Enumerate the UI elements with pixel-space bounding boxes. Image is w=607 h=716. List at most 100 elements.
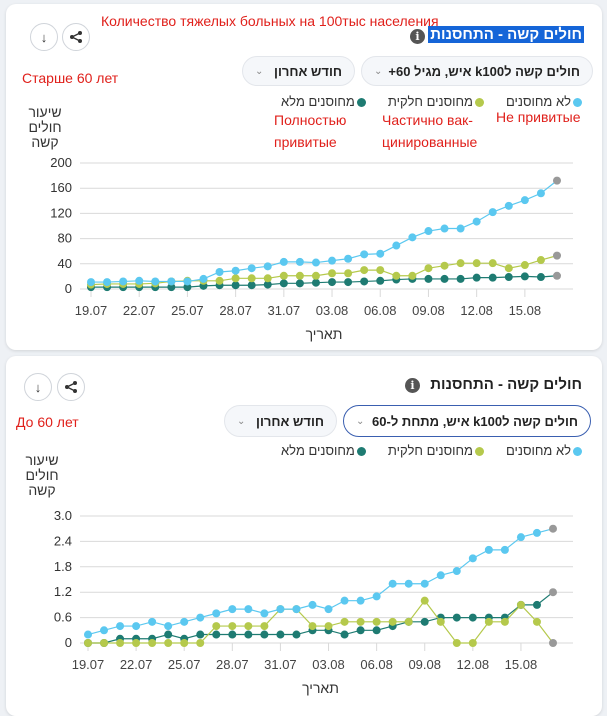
y-axis-label: שיעור חולים קשה [25,452,59,498]
y-tick-label: 120 [50,205,72,220]
data-point [295,257,304,266]
data-point [135,276,144,285]
legend-item-unvaccinated[interactable]: לא מחוסנים [506,443,582,458]
data-point [247,274,256,283]
filter-select[interactable]: חולים קשה לk100 איש, מתחת ל-60 ⌄ [343,405,591,437]
x-tick-label: 06.08 [360,657,393,672]
download-button[interactable]: ↓ [30,23,58,51]
period-select[interactable]: חודש אחרון ⌄ [224,405,337,437]
filter-select[interactable]: חולים קשה לk100 איש, מגיל 60+ ⌄ [361,56,593,86]
data-point [328,278,337,287]
share-icon [70,31,82,43]
data-point [392,241,401,250]
legend-item-partial[interactable]: מחוסנים חלקית [388,443,484,458]
data-point [180,617,189,626]
data-point [408,271,417,280]
data-point [340,596,349,605]
chart-plot: 0 0.6 1.2 1.8 2.4 3.0 19.07 22.07 25.07 28.07 31.0… [54,508,573,696]
period-value: חודש אחרון [256,413,324,429]
data-point [151,277,160,286]
data-point [263,280,272,289]
data-point [295,279,304,288]
info-icon[interactable]: i [405,378,420,393]
chevron-down-icon: ⌄ [237,415,246,427]
data-point [520,261,529,270]
y-tick-label: 200 [50,155,72,170]
y-tick-label: 2.4 [54,533,72,548]
data-point [360,277,369,286]
legend-dot [573,447,582,457]
data-point [308,600,317,609]
data-point [247,264,256,273]
data-point [244,630,253,639]
data-point [276,630,285,639]
data-point [260,609,269,618]
legend-label: לא מחוסנים [505,443,571,458]
data-point [279,271,288,280]
y-tick-label: 0.6 [54,610,72,625]
legend-item-full[interactable]: מחוסנים מלא [281,443,366,458]
data-point [183,277,192,286]
legend: לא מחוסנים מחוסנים חלקית מחוסנים מלא [281,94,582,109]
data-point [132,639,141,647]
legend-item-unvaccinated[interactable]: לא מחוסנים [506,94,582,109]
legend-dot [474,98,484,108]
x-tick-label: 03.08 [316,303,349,318]
data-point [116,622,125,631]
data-point [84,630,92,639]
share-button[interactable] [62,23,90,51]
chart-card-under-60: ↓ i חולים קשה - התחסנות חולים קשה לk100 … [6,356,602,716]
data-point [436,617,445,626]
data-point [199,274,208,283]
data-point [215,267,224,276]
legend-item-partial[interactable]: מחוסנים חלקית [388,94,484,109]
data-point [500,617,509,626]
data-point [148,639,157,647]
period-select[interactable]: חודש אחרון ⌄ [242,56,355,86]
data-point [311,278,320,287]
legend-item-full[interactable]: מחוסנים מלא [281,94,366,109]
data-point [516,533,525,542]
data-point [324,622,333,631]
x-tick-label: 19.07 [72,657,105,672]
legend-dot [356,98,366,108]
data-point [231,274,240,283]
data-point [392,271,401,280]
download-button[interactable]: ↓ [24,373,52,401]
data-point [340,630,349,639]
x-tick-label: 28.07 [216,657,249,672]
y-tick-label: 80 [58,231,72,246]
data-point [536,189,545,198]
info-icon[interactable]: i [410,29,425,44]
data-point [228,622,237,631]
data-point [164,622,173,631]
data-point [472,259,481,268]
data-point [295,271,304,280]
data-point [228,630,237,639]
data-point [103,278,112,287]
data-point [260,630,269,639]
data-point [468,613,477,622]
data-point [292,630,301,639]
data-point [344,278,353,287]
data-point [360,266,369,275]
y-tick-label: 3.0 [54,508,72,523]
data-point [553,251,561,260]
data-point [424,274,433,283]
data-point [420,596,429,605]
data-point [372,626,381,635]
x-tick-label: 31.07 [268,303,301,318]
chevron-down-icon: ⌄ [255,65,264,77]
share-button[interactable] [57,373,85,401]
data-point [504,201,513,210]
y-tick-label: 40 [58,256,72,271]
legend-label: מחוסנים חלקית [387,94,473,109]
download-icon: ↓ [40,29,48,45]
data-point [553,176,561,185]
legend: לא מחוסנים מחוסנים חלקית מחוסנים מלא [281,443,582,458]
data-point [472,273,481,282]
x-tick-label: 28.07 [219,303,252,318]
data-point [372,617,381,626]
data-point [84,639,92,647]
data-point [311,271,320,280]
